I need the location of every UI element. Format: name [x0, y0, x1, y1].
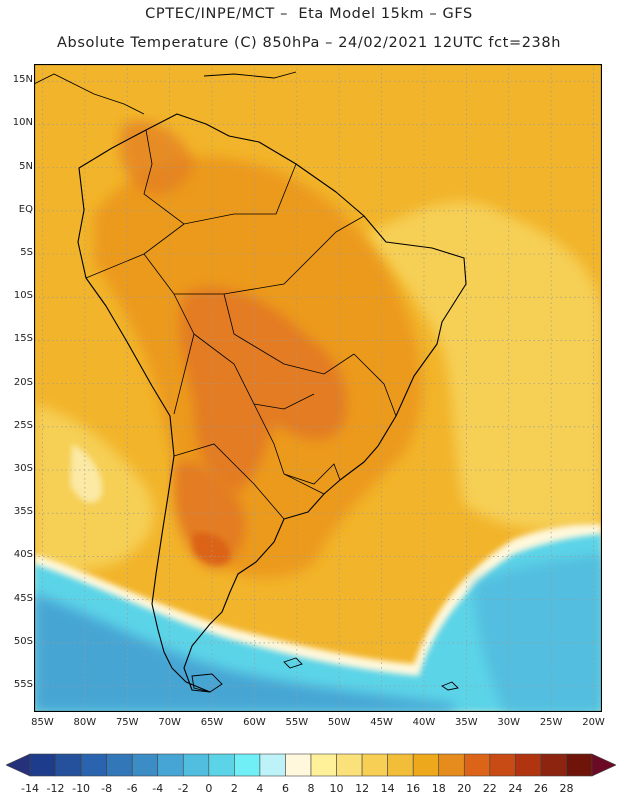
- colorbar-swatch: [80, 753, 107, 777]
- colorbar-tick-label: -2: [177, 782, 189, 795]
- colorbar-swatch: [489, 753, 516, 777]
- lat-tick-label: 40S: [13, 549, 33, 561]
- colorbar-tick-label: 6: [281, 782, 289, 795]
- lat-tick-label: 45S: [13, 592, 33, 604]
- lat-tick-label: 50S: [13, 635, 33, 647]
- lon-tick-label: 45W: [370, 717, 393, 728]
- lat-tick-label: 55S: [13, 679, 33, 691]
- lon-tick-label: 50W: [327, 717, 351, 728]
- colorbar-tick-label: 22: [482, 782, 497, 795]
- lon-tick-label: 75W: [115, 717, 139, 728]
- colorbar-tick-label: -8: [101, 782, 113, 795]
- colorbar-tick-label: 10: [329, 782, 344, 795]
- lat-tick-label: 30S: [13, 463, 33, 475]
- colorbar-swatch: [515, 753, 542, 777]
- colorbar-swatch: [106, 753, 133, 777]
- colorbar-swatch: [259, 753, 286, 777]
- lon-tick-label: 65W: [200, 717, 224, 728]
- colorbar-tick-label: -12: [46, 782, 65, 795]
- lon-tick-label: 80W: [73, 717, 97, 728]
- colorbar-tick-label: 28: [559, 782, 574, 795]
- colorbar-swatch: [566, 753, 593, 777]
- field-north-warm: [119, 121, 194, 195]
- lon-tick-label: 70W: [158, 717, 181, 728]
- coastline-caribbean: [203, 71, 297, 79]
- lon-tick-label: 20W: [582, 717, 605, 728]
- lon-tick-label: 30W: [497, 717, 521, 728]
- field-cold-east: [474, 554, 602, 712]
- lon-tick-label: 55W: [285, 717, 309, 728]
- colorbar-tick-label: 20: [457, 782, 472, 795]
- colorbar-swatch: [208, 753, 235, 777]
- colorbar-swatch: [412, 753, 440, 777]
- colorbar-swatch: [438, 753, 465, 777]
- lat-tick-label: 10N: [12, 117, 33, 129]
- colorbar-swatch: [387, 753, 414, 777]
- colorbar-swatch: [55, 753, 82, 777]
- colorbar-swatch: [131, 753, 159, 777]
- map-border: [34, 64, 602, 712]
- colorbar-swatch: [285, 753, 312, 777]
- colorbar-max-arrow: [591, 753, 616, 777]
- colorbar-swatch: [29, 753, 56, 777]
- field-atlantic-mild: [364, 201, 602, 530]
- lat-tick-label: 15S: [13, 333, 33, 345]
- lat-tick-label: 25S: [13, 419, 33, 431]
- lon-tick-label: 85W: [31, 717, 54, 728]
- colorbar-swatch: [234, 753, 261, 777]
- colorbar-tick-label: 2: [230, 782, 238, 795]
- colorbar-tick-label: 24: [508, 782, 523, 795]
- colorbar-min-arrow: [6, 753, 31, 777]
- field-patagonia-core: [174, 462, 245, 569]
- map-title-line1: CPTEC/INPE/MCT – Eta Model 15km – GFS: [145, 6, 473, 22]
- colorbar-tick-label: 14: [380, 782, 395, 795]
- lat-tick-label: 5S: [20, 247, 33, 259]
- colorbar-tick-label: 0: [205, 782, 213, 795]
- lon-tick-label: 25W: [539, 717, 563, 728]
- colorbar-swatch: [361, 753, 388, 777]
- field-warm-core: [179, 287, 347, 494]
- falklands: [283, 657, 303, 669]
- tierra-del-fuego: [191, 673, 223, 693]
- lat-tick-label: 20S: [13, 376, 33, 388]
- colorbar-tick-label: -4: [152, 782, 164, 795]
- lat-tick-label: EQ: [18, 203, 33, 215]
- field-pacific-pale: [70, 444, 103, 503]
- colorbar-swatch: [182, 753, 210, 777]
- colorbar-swatch: [540, 753, 567, 777]
- lon-tick-label: 35W: [455, 717, 478, 728]
- field-cold-deep: [34, 594, 454, 712]
- colorbar-tick-label: -6: [126, 782, 138, 795]
- colorbar-tick-label: -14: [21, 782, 39, 795]
- lat-tick-label: 5N: [19, 160, 33, 172]
- colorbar-tick-label: 12: [355, 782, 370, 795]
- colorbar-swatch: [463, 753, 491, 777]
- colorbar-swatch: [310, 753, 337, 777]
- temperature-map: [34, 64, 602, 712]
- colorbar-tick-label: 18: [431, 782, 446, 795]
- colorbar-swatch: [157, 753, 184, 777]
- coastline-gulf: [34, 73, 145, 115]
- colorbar-tick-label: -10: [72, 782, 91, 795]
- lat-tick-label: 15N: [12, 74, 33, 86]
- map-title-line2: Absolute Temperature (C) 850hPa – 24/02/…: [57, 35, 561, 51]
- lat-tick-label: 35S: [13, 506, 33, 518]
- lon-tick-label: 40W: [412, 717, 436, 728]
- coastline-south-america: [77, 113, 467, 693]
- colorbar-swatch: [336, 753, 363, 777]
- country-borders: [85, 129, 397, 520]
- temperature-colorbar: [6, 753, 616, 777]
- colorbar-tick-label: 4: [256, 782, 264, 795]
- colorbar-tick-label: 8: [307, 782, 315, 795]
- lat-tick-label: 10S: [13, 290, 33, 302]
- colorbar-tick-label: 26: [533, 782, 548, 795]
- island-atlantic: [441, 681, 459, 691]
- lon-tick-label: 60W: [243, 717, 266, 728]
- colorbar-tick-label: 16: [406, 782, 421, 795]
